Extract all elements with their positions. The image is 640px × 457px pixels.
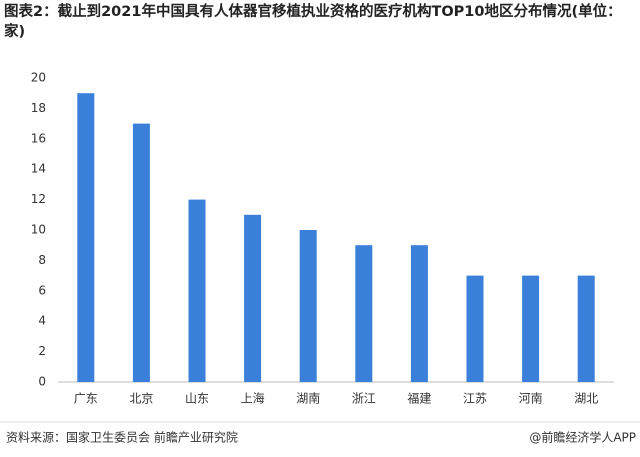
bar xyxy=(77,93,95,382)
x-tick-label: 山东 xyxy=(185,392,209,406)
bar xyxy=(577,275,595,382)
y-tick-label: 6 xyxy=(38,283,46,297)
bar xyxy=(244,214,262,382)
y-tick-label: 2 xyxy=(38,344,46,358)
x-tick-label: 湖南 xyxy=(296,391,320,406)
bar xyxy=(522,275,540,382)
bar xyxy=(188,199,206,382)
y-tick-label: 20 xyxy=(31,71,46,85)
y-tick-label: 0 xyxy=(38,375,46,389)
x-tick-label: 广东 xyxy=(74,392,98,406)
y-tick-label: 18 xyxy=(31,101,46,115)
x-tick-label: 上海 xyxy=(241,391,265,406)
y-tick-label: 14 xyxy=(31,162,46,176)
bar xyxy=(355,245,373,382)
chart-title: 图表2：截止到2021年中国具有人体器官移植执业资格的医疗机构TOP10地区分布… xyxy=(4,4,622,40)
bar xyxy=(410,245,428,382)
x-tick-label: 河南 xyxy=(519,391,543,406)
bar xyxy=(299,230,317,382)
y-tick-label: 12 xyxy=(31,192,46,206)
y-tick-label: 8 xyxy=(38,253,46,267)
source: 资料来源：国家卫生委员会 前瞻产业研究院 xyxy=(6,430,238,445)
y-tick-label: 16 xyxy=(31,131,46,145)
x-tick-label: 北京 xyxy=(129,392,153,406)
x-tick-label: 福建 xyxy=(407,391,431,406)
y-tick-label: 10 xyxy=(31,223,46,237)
y-tick-label: 4 xyxy=(38,314,46,328)
bar xyxy=(132,123,150,382)
brand: @前瞻经济学人APP xyxy=(529,430,636,445)
bar xyxy=(466,275,484,382)
x-tick-label: 江苏 xyxy=(463,392,487,406)
x-tick-label: 浙江 xyxy=(352,392,376,406)
x-tick-label: 湖北 xyxy=(574,391,598,406)
